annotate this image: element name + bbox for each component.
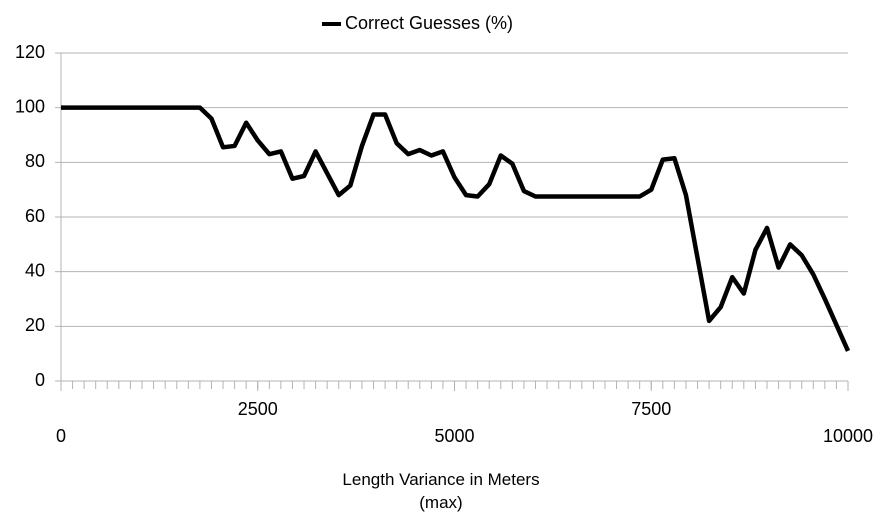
x-tick-label: 10000: [823, 426, 873, 446]
y-tick-label: 40: [25, 260, 45, 280]
x-tick-label: 0: [56, 426, 66, 446]
x-tick-label: 7500: [631, 399, 671, 419]
y-tick-label: 80: [25, 151, 45, 171]
x-tick-label: 5000: [434, 426, 474, 446]
x-axis-label: Length Variance in Meters (max): [342, 470, 540, 512]
data-line: [61, 105, 851, 352]
y-tick-label: 20: [25, 315, 45, 335]
legend-label: Correct Guesses (%): [345, 13, 513, 33]
x-tick-label: 2500: [238, 399, 278, 419]
y-tick-label: 0: [35, 370, 45, 390]
y-tick-label: 60: [25, 206, 45, 226]
y-tick-label: 100: [15, 96, 45, 116]
y-tick-label: 120: [15, 42, 45, 62]
